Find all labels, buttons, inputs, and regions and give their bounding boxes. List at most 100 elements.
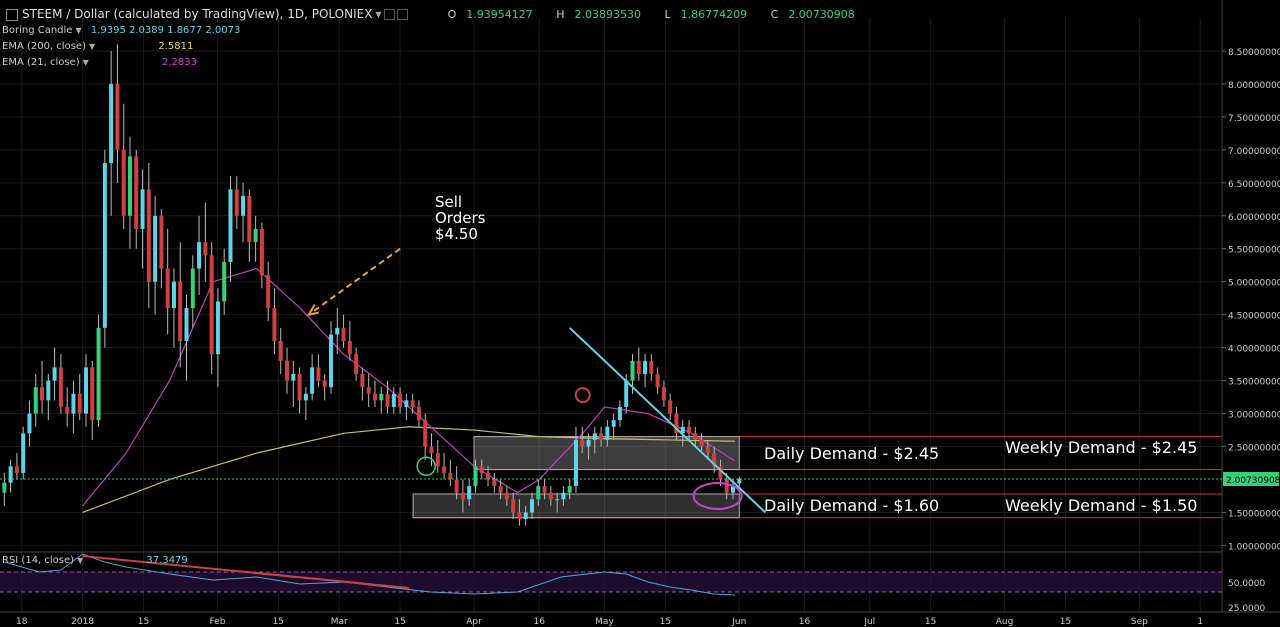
settings-icon[interactable] xyxy=(383,8,395,20)
x-tick-label: 16 xyxy=(534,617,546,627)
candle xyxy=(712,453,717,467)
x-tick-label: 15 xyxy=(138,617,149,627)
candle xyxy=(247,196,252,243)
candle xyxy=(548,492,553,500)
symbol-title[interactable]: STEEM / Dollar (calculated by TradingVie… xyxy=(22,7,373,21)
candle xyxy=(592,433,597,440)
support-circle xyxy=(692,481,743,510)
candle xyxy=(159,215,164,269)
candle xyxy=(536,486,541,500)
candle xyxy=(573,439,578,487)
candle xyxy=(121,149,126,216)
candle xyxy=(33,387,38,414)
y-tick-label: 8.00000000 xyxy=(1228,81,1280,91)
candle xyxy=(253,228,258,243)
y-tick-label: 5.50000000 xyxy=(1228,246,1280,256)
candle xyxy=(605,426,610,440)
indicator-ema21[interactable]: EMA (21, close) ▼ 2.2833 xyxy=(2,57,197,68)
candle xyxy=(259,228,264,276)
y-tick-label: 4.00000000 xyxy=(1228,345,1280,355)
last-price-label: 2.00730908 xyxy=(1226,476,1280,486)
candle xyxy=(486,472,491,480)
candle xyxy=(71,393,76,414)
close-icon[interactable] xyxy=(396,8,408,20)
x-tick-label: 2018 xyxy=(71,617,94,627)
candle xyxy=(285,360,290,381)
y-tick-label: 1.50000000 xyxy=(1228,509,1280,519)
candle xyxy=(27,413,32,434)
y-tick-label: 4.50000000 xyxy=(1228,312,1280,322)
chevron-down-icon[interactable]: ▼ xyxy=(375,9,382,19)
candle xyxy=(335,327,340,335)
candle xyxy=(630,360,635,381)
marker-circle xyxy=(574,387,591,404)
candle xyxy=(14,466,19,473)
y-tick-label: 3.00000000 xyxy=(1228,411,1280,421)
x-tick-label: 15 xyxy=(394,617,405,627)
rsi-divergence-line xyxy=(82,555,409,589)
candle xyxy=(209,255,214,355)
y-tick-label: 7.00000000 xyxy=(1228,147,1280,157)
candle xyxy=(643,360,648,374)
candle xyxy=(567,486,572,493)
indicator-candle[interactable]: Boring Candle ▼ 1.9395 2.0389 1.8677 2.00… xyxy=(2,25,241,36)
rsi-tick-label: 25.0000 xyxy=(1228,604,1265,614)
candle xyxy=(429,446,434,454)
indicator-ema200[interactable]: EMA (200, close) ▼ 2.5811 xyxy=(2,41,194,52)
candle xyxy=(479,466,484,473)
candle xyxy=(102,163,107,328)
candle xyxy=(291,374,296,381)
candle xyxy=(203,242,208,256)
candle xyxy=(52,367,57,381)
ohlc-readout: O 1.93954127 H 2.03893530 L 1.86774209 C 2.0… xyxy=(447,7,855,21)
x-tick-label: 15 xyxy=(660,617,671,627)
y-tick-label: 6.50000000 xyxy=(1228,180,1280,190)
y-tick-label: 5.00000000 xyxy=(1228,279,1280,289)
candle xyxy=(624,380,629,407)
candle xyxy=(416,406,421,421)
candle xyxy=(184,308,189,342)
candle xyxy=(90,367,95,421)
candle xyxy=(190,268,195,309)
x-tick-label: Jun xyxy=(731,617,746,627)
x-tick-label: Feb xyxy=(209,617,225,627)
candle xyxy=(674,413,679,434)
candle xyxy=(561,492,566,500)
x-tick-label: Apr xyxy=(466,617,482,627)
x-tick-label: Mar xyxy=(331,617,348,627)
candle xyxy=(115,83,120,150)
candle xyxy=(467,486,472,500)
daily-demand-low-zone xyxy=(412,493,740,519)
rsi-tick-label: 50.0000 xyxy=(1228,579,1265,589)
y-tick-label: 1.00000000 xyxy=(1228,542,1280,552)
candle xyxy=(146,189,151,282)
indicator-rsi[interactable]: RSI (14, close) ▼ 37.3479 xyxy=(2,555,188,566)
candle xyxy=(8,466,13,483)
candle xyxy=(222,261,227,302)
ema200-line xyxy=(82,426,735,514)
candle xyxy=(328,334,333,388)
candle xyxy=(661,387,666,401)
candle xyxy=(347,341,352,355)
candle xyxy=(366,387,371,394)
candle xyxy=(241,196,246,216)
candle xyxy=(680,426,685,434)
candle xyxy=(687,426,692,434)
zone-label: Weekly Demand - $1.50 xyxy=(1005,496,1197,515)
candle xyxy=(297,374,302,401)
candle xyxy=(360,374,365,388)
candle xyxy=(580,439,585,447)
candle xyxy=(84,367,89,414)
chevron-down-icon: ▼ xyxy=(88,42,96,51)
candle xyxy=(611,420,616,427)
candle xyxy=(197,242,202,269)
x-tick-label: 16 xyxy=(799,617,811,627)
x-tick-label: 15 xyxy=(273,617,284,627)
candle xyxy=(165,268,170,309)
candle xyxy=(404,400,409,407)
candle xyxy=(398,393,403,407)
downtrend-line xyxy=(569,327,767,514)
candle xyxy=(2,482,7,493)
candle xyxy=(178,281,183,342)
